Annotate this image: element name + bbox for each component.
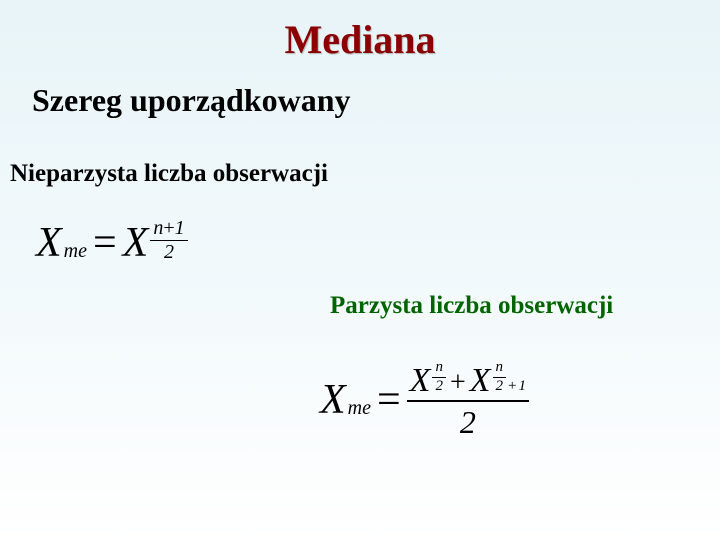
plus-sign: + [450, 367, 466, 398]
formula-even: X me = X n 2 + X n 2 [320, 360, 529, 439]
frac-num: n [432, 360, 446, 378]
page-title: Mediana [0, 16, 720, 63]
heading-even: Parzysta liczba obserwacji [330, 292, 613, 320]
frac-num: n [493, 360, 507, 378]
equals-sign: = [377, 376, 401, 424]
rhs-x-sub: X n+1 2 [123, 218, 188, 267]
term-x-n2: X n 2 [410, 360, 446, 399]
plus-sign: + [163, 217, 174, 239]
formula-odd: X me = X n+1 2 [36, 218, 188, 267]
equals-sign: = [93, 219, 117, 267]
frac-den: 2 [493, 378, 507, 395]
lhs-x-me: X me [320, 376, 371, 424]
var-x: X [320, 376, 346, 424]
lhs-x-me: X me [36, 219, 87, 267]
var-x: X [123, 219, 149, 267]
var-n: n [153, 217, 163, 239]
frac-denominator: 2 [407, 402, 529, 440]
subscript-n-over-2: n 2 [493, 360, 507, 395]
frac-den: 2 [432, 378, 446, 395]
frac-num: n+1 [150, 218, 187, 241]
var-x: X [470, 363, 491, 399]
var-x: X [410, 363, 431, 399]
plus-sign: + [508, 379, 516, 395]
subtitle: Szereg uporządkowany [32, 82, 351, 119]
subscript-fraction: n+1 2 [150, 218, 187, 263]
sub-me: me [64, 240, 87, 263]
num-one: 1 [519, 379, 527, 395]
rhs-fraction: X n 2 + X n 2 + 1 [407, 360, 529, 439]
frac-numerator: X n 2 + X n 2 + 1 [407, 360, 529, 402]
num-one: 1 [175, 217, 185, 239]
term-x-n2-plus-1: X n 2 + 1 [470, 360, 526, 399]
heading-odd: Nieparzysta liczba obserwacji [10, 160, 328, 188]
var-x: X [36, 219, 62, 267]
frac-den: 2 [150, 241, 187, 263]
sub-me: me [348, 397, 371, 420]
subscript-n-over-2: n 2 [432, 360, 446, 395]
